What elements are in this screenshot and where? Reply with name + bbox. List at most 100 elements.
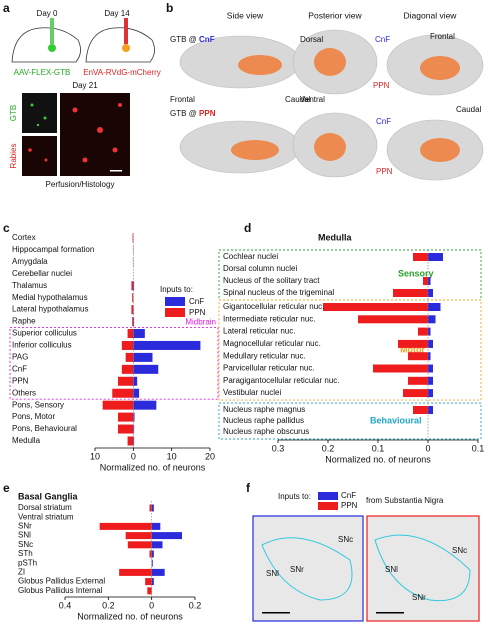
stain-label: GTB [9, 105, 18, 121]
bar [133, 424, 135, 434]
legend-title: Inputs to: [160, 285, 193, 294]
region-label: PPN [373, 81, 390, 90]
bar [151, 568, 165, 576]
bar [428, 303, 441, 311]
x-tick-label: 20 [205, 451, 215, 461]
bar [373, 364, 428, 373]
caption: Perfusion/Histology [46, 180, 115, 189]
x-tick-label: 0.3 [272, 443, 285, 453]
region-label: SNl [385, 565, 398, 574]
category-label: Superior colliculus [12, 329, 77, 338]
category-label: Vestibular nuclei [223, 388, 281, 397]
orientation-label: Caudal [285, 95, 311, 104]
x-tick-label: 0.2 [322, 443, 335, 453]
bar [413, 406, 428, 414]
condition-prefix: GTB @ [170, 109, 197, 118]
orientation-label: Frontal [430, 32, 455, 41]
category-label: Pons, Motor [12, 412, 55, 421]
bar [127, 329, 134, 339]
bar [428, 389, 433, 398]
region-label: SNr [412, 593, 426, 602]
x-tick-label: 0 [425, 443, 430, 453]
bar [133, 329, 145, 339]
brain-outline [85, 27, 155, 63]
category-label: Globus Pallidus External [18, 577, 105, 586]
category-label: Medulla [12, 436, 41, 445]
panel-f: Inputs to: CnF PPN from Substantia Nigra… [252, 491, 480, 622]
cells [30, 103, 47, 127]
bar [151, 550, 154, 558]
category-label: Nucleus raphe obscurus [223, 427, 309, 436]
legend-swatch [165, 308, 185, 317]
region-label: PPN [376, 167, 393, 176]
category-label: STh [18, 549, 33, 558]
bar [132, 317, 134, 327]
chart-title: Medulla [318, 232, 352, 242]
panel-label: a [3, 1, 10, 15]
region-label: SNr [290, 565, 304, 574]
category-label: Raphe [12, 317, 36, 326]
legend-swatch [318, 492, 338, 500]
category-label: Ventral striatum [18, 512, 74, 521]
legend-label: PPN [341, 501, 358, 510]
view-label: Diagonal view [404, 10, 458, 20]
bar [131, 305, 134, 315]
category-label: Pons, Behavioural [12, 424, 77, 433]
bar [133, 340, 201, 350]
bar [413, 253, 428, 261]
orientation-label: Dorsal [300, 35, 323, 44]
panel-b: Side view Posterior view Diagonal view G… [170, 10, 484, 181]
bar [151, 578, 154, 586]
bar [151, 559, 153, 567]
bar [133, 376, 138, 386]
category-label: SNc [18, 540, 33, 549]
source-label: from Substantia Nigra [366, 496, 444, 505]
bar [118, 376, 134, 386]
panel-a: Day 0 Day 14 AAV-FLEX-GTB EnVA-RVdG-mChe… [9, 9, 161, 189]
category-label: Spinal nucleus of the trigeminal [223, 288, 334, 297]
group-label: Motor [400, 344, 425, 354]
bar [112, 388, 134, 398]
group-label: Sensory [398, 268, 434, 278]
x-tick-label: 0.2 [189, 600, 202, 610]
region-label: SNc [338, 535, 353, 544]
category-label: Cerebellar nuclei [12, 269, 72, 278]
bar [428, 339, 433, 348]
bar [428, 364, 433, 373]
bar [133, 412, 135, 422]
condition-prefix: GTB @ [170, 35, 197, 44]
category-label: Pons, Sensory [12, 400, 64, 409]
histology-image [366, 515, 480, 622]
bar [423, 277, 428, 285]
category-label: Intermediate reticular nuc. [223, 314, 316, 323]
category-label: Others [12, 388, 36, 397]
legend-label: CnF [341, 491, 356, 500]
bar [428, 352, 431, 361]
bar [145, 578, 152, 586]
category-label: Lateral hypothalamus [12, 305, 89, 314]
bar [151, 541, 163, 549]
bar [127, 436, 134, 446]
category-label: Nucleus raphe pallidus [223, 416, 304, 425]
stain-label: Rabies [9, 144, 18, 169]
legend-swatch [165, 297, 185, 306]
panel-label: f [246, 481, 251, 495]
neuron-clouds [231, 48, 460, 162]
bar [428, 277, 431, 285]
bar [99, 522, 152, 530]
category-label: Cochlear nuclei [223, 252, 278, 261]
group-label: Behavioural [370, 415, 422, 425]
category-label: Gigantocellular reticular nuc. [223, 302, 324, 311]
bar [125, 532, 152, 540]
condition-target: PPN [199, 109, 216, 118]
region-outline [261, 537, 353, 601]
micrograph [60, 93, 130, 176]
category-label: Nucleus raphe magnus [223, 405, 305, 414]
group-box [218, 402, 482, 440]
scale-bar [262, 612, 290, 614]
legend-swatch [318, 502, 338, 510]
orientation-label: Caudal [456, 105, 482, 114]
x-axis-label: Normalized no. of neurons [100, 462, 206, 472]
bar [151, 504, 154, 512]
